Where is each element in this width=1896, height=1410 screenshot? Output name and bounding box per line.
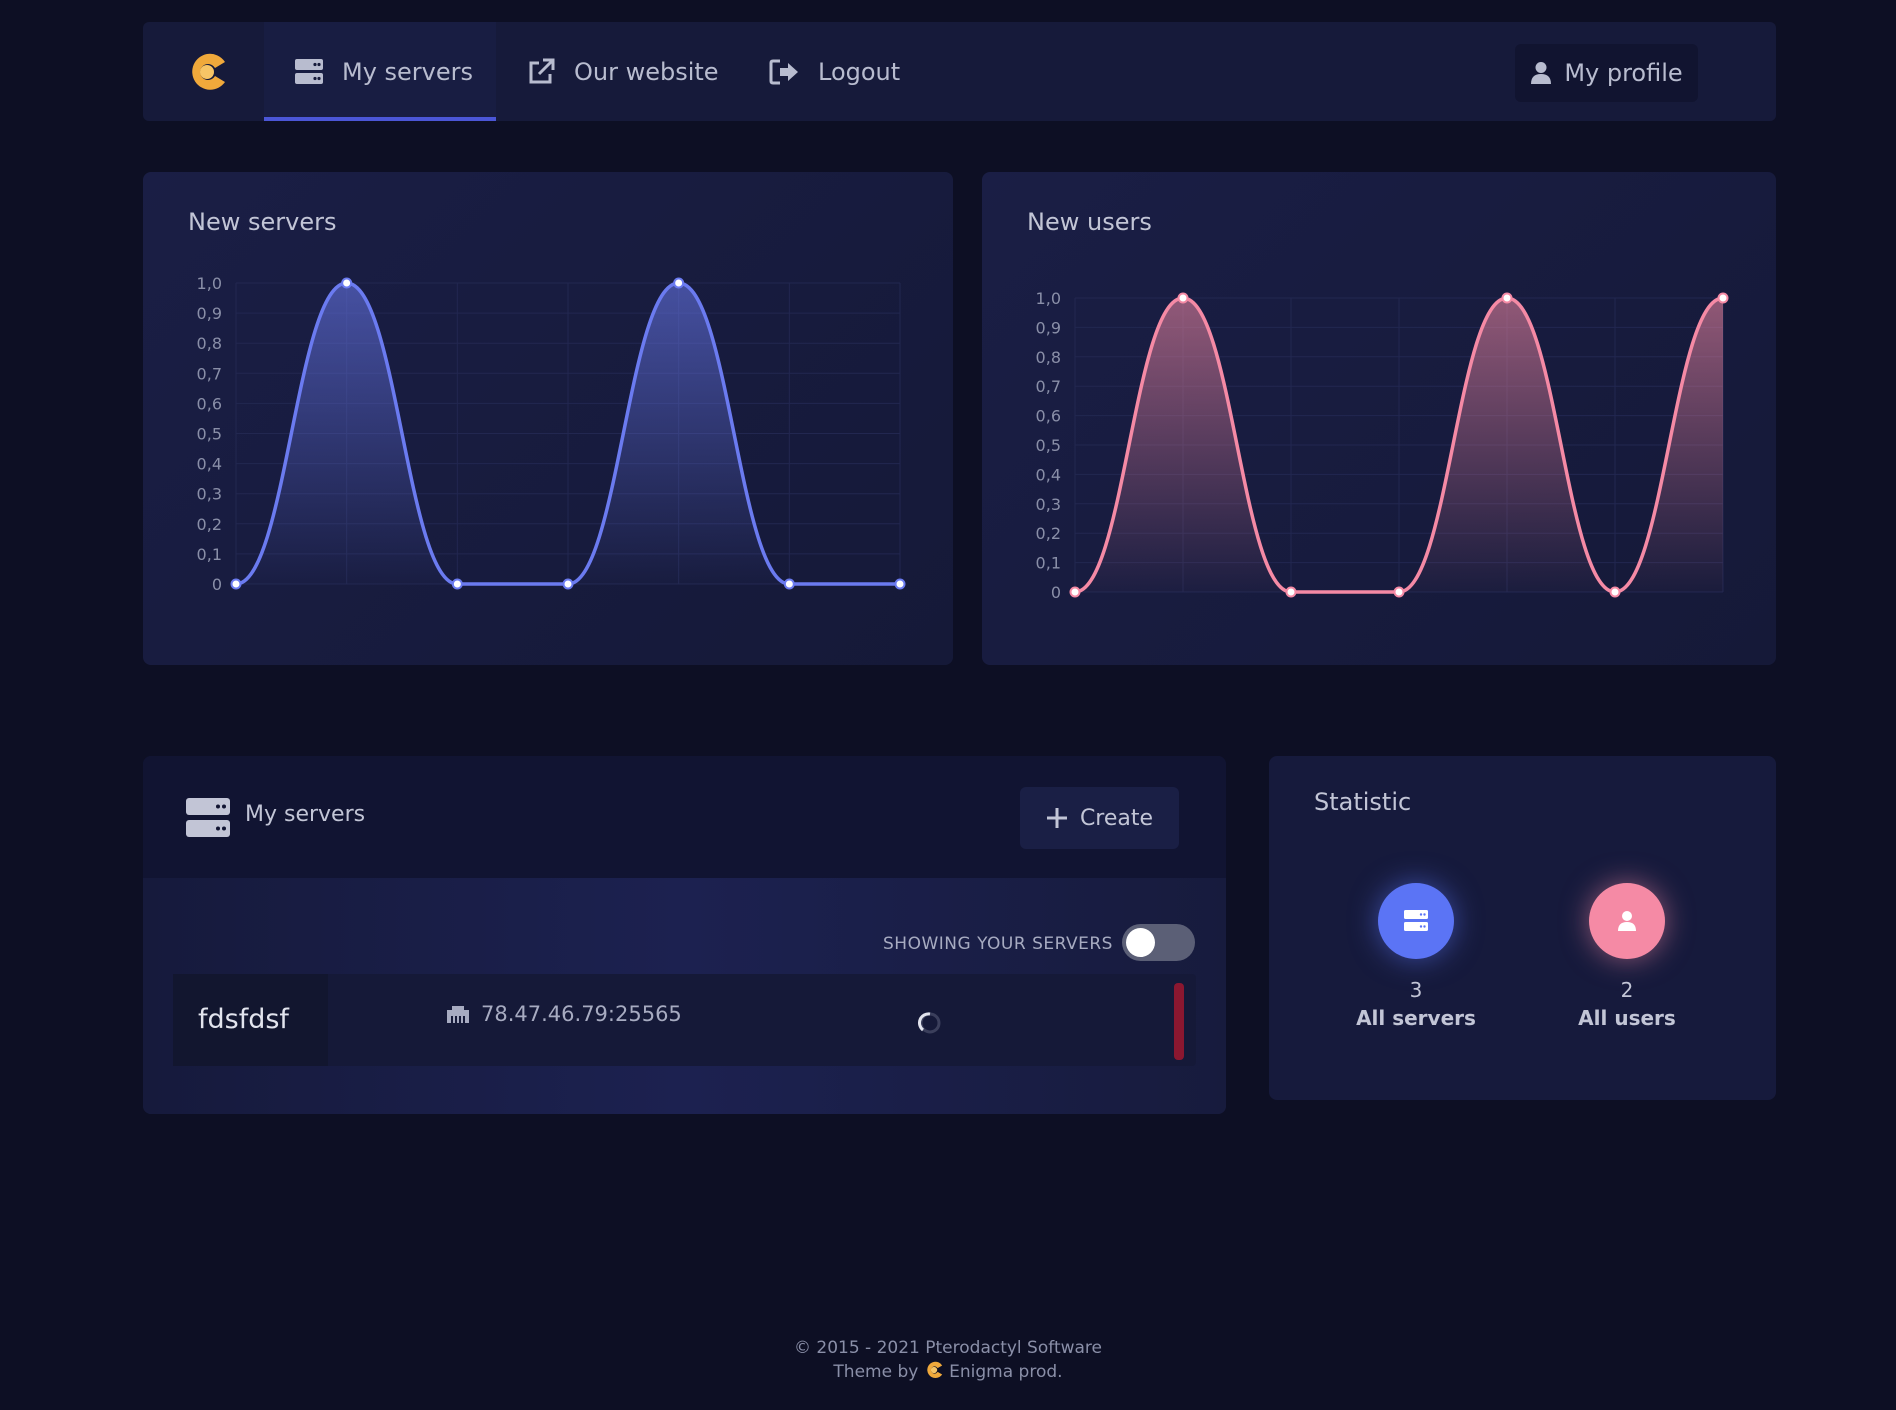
servers-card-title: My servers [245,802,366,827]
y-tick-label: 0,3 [197,485,222,504]
user-icon [1531,62,1552,84]
footer: © 2015 - 2021 Pterodactyl Software Theme… [0,1336,1896,1384]
server-row[interactable]: fdsfdsf 78.47.46.79:25565 [173,974,1196,1066]
y-tick-label: 0,1 [197,545,222,564]
nav-our-website[interactable]: Our website [526,22,719,121]
nav-logout[interactable]: Logout [768,22,900,121]
data-point [894,578,906,590]
theme-author-link[interactable]: Enigma prod. [949,1362,1063,1382]
data-point [1501,292,1513,304]
y-tick-label: 0,4 [1036,465,1061,484]
new-servers-chart: 0 0,1 0,2 0,3 0,4 0,5 0,6 0,7 0,8 0,9 1,0 [197,274,906,594]
data-point [1285,586,1297,598]
y-tick-label: 0,8 [1036,348,1061,367]
top-navbar: My servers Our website Logout My profile [143,22,1776,121]
data-point [1177,292,1189,304]
series-area [1075,298,1723,592]
profile-label: My profile [1564,59,1683,87]
all-servers-count: 3 [1409,978,1423,1002]
plus-icon [1046,808,1067,828]
toggle-label: SHOWING YOUR SERVERS [883,934,1113,954]
y-tick-label: 0,5 [1036,436,1061,455]
enigma-logo[interactable] [185,52,229,92]
theme-prefix: Theme by [833,1362,919,1382]
y-tick-label: 0,2 [1036,524,1061,543]
create-label: Create [1079,805,1154,831]
all-users-badge [1589,883,1665,959]
copyright-text: © 2015 - 2021 Pterodactyl Software [793,1338,1103,1358]
y-tick-label: 0,5 [197,425,222,444]
logout-icon [769,59,798,84]
nav-label: Our website [574,57,719,86]
show-all-servers-toggle[interactable] [1122,924,1195,961]
user-icon [1618,911,1636,931]
server-name: fdsfdsf [198,1004,289,1035]
all-users-label: All users [1578,1006,1676,1030]
y-tick-label: 0,3 [1036,495,1061,514]
data-point [783,578,795,590]
data-point [562,578,574,590]
y-tick-label: 0 [1051,583,1061,602]
y-tick-label: 0,7 [197,364,222,383]
card-title: New servers [188,208,337,236]
my-profile-button[interactable]: My profile [1515,44,1698,102]
data-point [1069,586,1081,598]
y-tick-label: 0,6 [197,394,222,413]
data-point [451,578,463,590]
loading-spinner-icon [918,1012,941,1034]
data-point [673,277,685,289]
data-point [1393,586,1405,598]
y-tick-label: 0,9 [197,304,222,323]
data-point [230,578,242,590]
y-tick-label: 0,1 [1036,554,1061,573]
all-users-count: 2 [1620,978,1634,1002]
new-servers-card: New servers 0 0,1 0,2 0,3 0,4 0,5 0,6 0,7 0,8 0,9… [143,172,953,665]
y-tick-label: 0,4 [197,455,222,474]
y-tick-label: 0,8 [197,334,222,353]
server-icon [295,58,323,84]
y-tick-label: 1,0 [1036,289,1061,308]
server-address-text: 78.47.46.79:25565 [481,1002,682,1026]
y-tick-label: 0,2 [197,515,222,534]
data-point [1717,292,1729,304]
servers-card-header: My servers Create [143,756,1226,878]
y-tick-label: 0,6 [1036,407,1061,426]
server-icon [1404,910,1428,931]
all-servers-badge [1378,883,1454,959]
nav-my-servers[interactable]: My servers [264,22,496,121]
data-point [341,277,353,289]
card-title: New users [1027,208,1152,236]
server-icon [186,798,230,837]
external-link-icon [529,58,555,83]
server-address: 78.47.46.79:25565 [445,1002,682,1026]
server-status-indicator [1174,983,1184,1060]
y-tick-label: 0 [212,575,222,594]
new-users-chart: 0 0,1 0,2 0,3 0,4 0,5 0,6 0,7 0,8 0,9 1,0 [1036,289,1729,602]
new-users-card: New users 0 0,1 0,2 0,3 0,4 0,5 0,6 0,7 0,8 0,9 1,… [982,172,1776,665]
my-servers-card: My servers Create SHOWING YOUR SERVERS f… [143,756,1226,1114]
server-name-box: fdsfdsf [173,974,328,1066]
theme-credit: Theme by Enigma prod. [0,1360,1896,1384]
enigma-logo-icon [927,1361,942,1379]
all-servers-label: All servers [1356,1006,1476,1030]
y-tick-label: 0,9 [1036,318,1061,337]
series-area [236,283,900,584]
ethernet-icon [447,1006,469,1023]
y-tick-label: 0,7 [1036,377,1061,396]
data-point [1609,586,1621,598]
toggle-knob [1126,928,1155,957]
statistic-card: Statistic 3 All servers 2 All users [1269,756,1776,1100]
statistic-title: Statistic [1314,788,1412,816]
nav-label: My servers [342,57,474,86]
nav-label: Logout [818,57,901,86]
y-tick-label: 1,0 [197,274,222,293]
create-server-button[interactable]: Create [1020,787,1179,849]
servers-card-body: SHOWING YOUR SERVERS fdsfdsf 78.47.46.79… [143,878,1226,1114]
